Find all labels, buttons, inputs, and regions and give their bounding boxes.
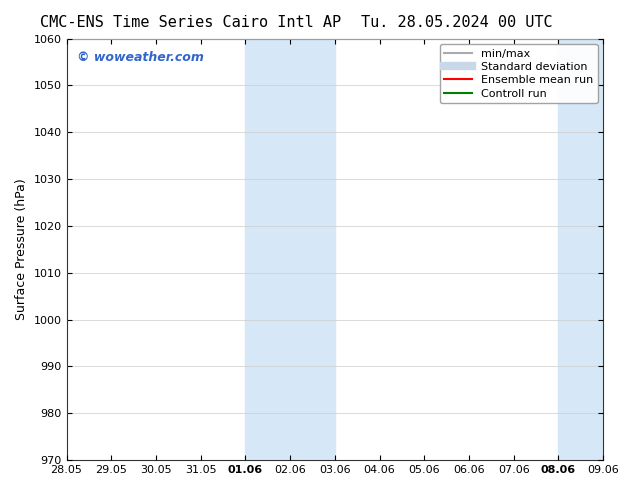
Y-axis label: Surface Pressure (hPa): Surface Pressure (hPa) (15, 178, 28, 320)
Text: © woweather.com: © woweather.com (77, 51, 204, 64)
Legend: min/max, Standard deviation, Ensemble mean run, Controll run: min/max, Standard deviation, Ensemble me… (440, 44, 598, 103)
Text: Tu. 28.05.2024 00 UTC: Tu. 28.05.2024 00 UTC (361, 15, 552, 30)
Bar (245, 39, 335, 460)
Text: CMC-ENS Time Series Cairo Intl AP: CMC-ENS Time Series Cairo Intl AP (40, 15, 340, 30)
Bar (559, 39, 603, 460)
